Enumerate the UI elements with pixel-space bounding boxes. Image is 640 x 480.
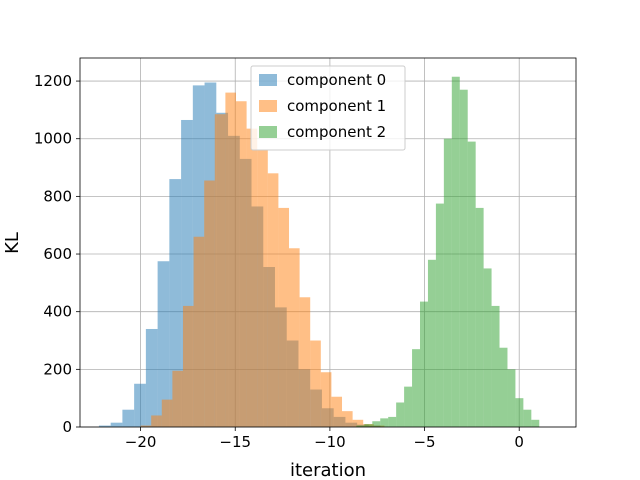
- histogram-bar: [491, 305, 500, 427]
- histogram-bar: [157, 261, 170, 427]
- y-tick-label: 800: [43, 187, 72, 205]
- histogram-bar: [483, 268, 492, 427]
- histogram-bar: [499, 347, 508, 427]
- x-tick-label: −15: [219, 433, 251, 451]
- histogram-bar: [225, 92, 236, 427]
- y-tick-label: 200: [43, 360, 72, 378]
- x-tick-label: −10: [314, 433, 346, 451]
- histogram-bar: [289, 248, 300, 427]
- legend-swatch: [259, 100, 277, 112]
- histogram-bar: [181, 119, 193, 427]
- series-2: [356, 76, 540, 427]
- histogram-bar: [475, 207, 484, 427]
- histogram-bar: [246, 128, 258, 427]
- histogram-bar: [342, 411, 353, 427]
- histogram-bar: [404, 386, 413, 427]
- histogram-bar: [122, 409, 135, 427]
- histogram-bar: [507, 369, 516, 427]
- legend-label: component 2: [287, 123, 386, 141]
- histogram-bar: [134, 383, 146, 427]
- histogram-bars: [98, 76, 540, 427]
- histogram-bar: [204, 180, 215, 427]
- histogram-bar: [435, 203, 444, 427]
- histogram-bar: [352, 419, 364, 427]
- plot-frame: [79, 57, 577, 428]
- histogram-bar: [161, 399, 173, 427]
- histogram-bar: [372, 421, 381, 427]
- histogram-bar: [515, 398, 524, 427]
- legend-label: component 1: [287, 97, 386, 115]
- histogram-bar: [193, 236, 205, 427]
- histogram-bar: [235, 101, 247, 427]
- histogram-bar: [412, 349, 421, 427]
- x-tick-label: 0: [514, 433, 524, 451]
- legend-label: component 0: [287, 71, 386, 89]
- histogram-bar: [299, 297, 311, 427]
- series-1: [140, 92, 385, 427]
- histogram-bar: [310, 340, 321, 427]
- histogram-bar: [364, 424, 373, 427]
- histogram-bar: [257, 150, 268, 427]
- legend-box: [250, 65, 406, 151]
- histogram-bar: [110, 422, 123, 427]
- axes: −20 −15 −10 −5 0 0 200 400 600 800 1000 1200: [34, 57, 577, 451]
- y-tick-label: 400: [43, 303, 72, 321]
- histogram-bar: [98, 425, 111, 427]
- histogram-bar: [169, 179, 182, 427]
- histogram-bar: [459, 89, 468, 427]
- x-tick-label: −20: [125, 433, 157, 451]
- histogram-bar: [467, 141, 476, 427]
- histogram-bar: [331, 396, 343, 427]
- histogram-bar: [420, 301, 428, 427]
- y-tick-label: 0: [62, 418, 72, 436]
- histogram-bar: [388, 416, 397, 427]
- histogram-bar: [267, 173, 279, 427]
- y-axis-label: KL: [2, 232, 23, 254]
- histogram-bar: [451, 76, 460, 427]
- histogram-bar: [356, 425, 365, 427]
- histogram-bar: [182, 305, 194, 427]
- legend: component 0 component 1 component 2: [250, 65, 406, 151]
- histogram-bar: [427, 259, 436, 427]
- histogram-bar: [396, 402, 405, 427]
- histogram-bar: [443, 138, 452, 427]
- histogram-bar: [278, 207, 290, 427]
- histogram-bar: [320, 372, 332, 427]
- x-axis-label: iteration: [290, 460, 366, 480]
- histogram-bar: [214, 114, 226, 427]
- x-tick-label: −5: [413, 433, 435, 451]
- legend-swatch: [259, 126, 277, 138]
- y-tick-label: 1200: [34, 72, 72, 90]
- histogram-bar: [523, 409, 532, 427]
- histogram-bar: [145, 328, 158, 427]
- histogram-bar: [172, 370, 183, 427]
- y-tick-label: 1000: [34, 130, 72, 148]
- legend-swatch: [259, 74, 277, 86]
- histogram-bar: [140, 425, 152, 427]
- y-tick-label: 600: [43, 245, 72, 263]
- histogram-bar: [531, 419, 540, 427]
- histogram-bar: [151, 415, 162, 427]
- histogram-bar: [380, 418, 389, 427]
